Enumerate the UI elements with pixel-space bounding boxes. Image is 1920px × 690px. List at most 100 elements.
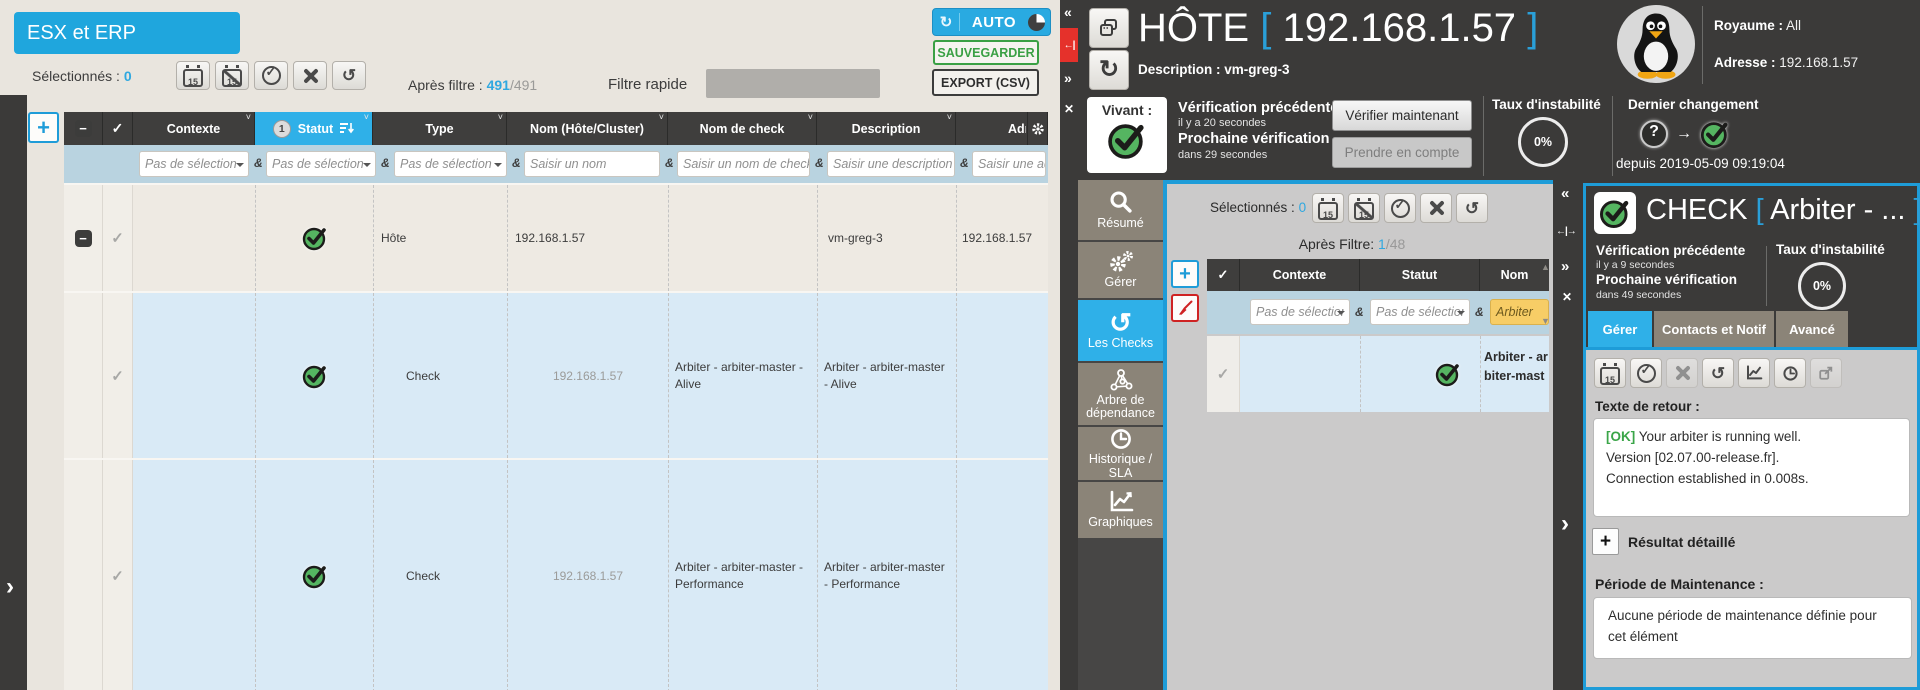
expand-plus-button[interactable]: + <box>1592 528 1619 555</box>
acknowledge-icon-button[interactable] <box>1384 193 1416 223</box>
chevron-down-icon[interactable]: ˅ <box>658 112 664 122</box>
collapse-panel-icon[interactable]: « <box>1561 185 1570 202</box>
copy-host-button[interactable] <box>1089 8 1129 48</box>
header-type[interactable]: Type ˅ <box>373 112 507 145</box>
expand-left-panel-chevron[interactable]: › <box>6 573 14 600</box>
expand-check-panel-chevron[interactable]: › <box>1561 510 1569 537</box>
bracket: [ <box>1755 194 1764 226</box>
downtime-icon-button[interactable] <box>176 61 210 90</box>
reset-icon-button[interactable]: ↺ <box>1702 358 1734 388</box>
selected-counter: Sélectionnés : 0 <box>32 68 132 84</box>
export-csv-button[interactable]: EXPORT (CSV) <box>932 69 1039 96</box>
collapse-row-icon[interactable]: − <box>74 229 92 247</box>
row-check-icon[interactable]: ✓ <box>1216 366 1230 383</box>
scroll-down-indicator[interactable]: ▼ <box>1541 316 1550 326</box>
checks-filter-statut-select[interactable]: Pas de sélection <box>1370 299 1470 325</box>
close-panel-icon[interactable]: ✕ <box>1064 102 1075 116</box>
row-check-icon[interactable]: ✓ <box>111 367 124 385</box>
tab-contacts-et-notif[interactable]: Contacts et Notif <box>1654 311 1774 347</box>
external-link-icon-button[interactable] <box>1810 358 1842 388</box>
sidebar-item-graphiques[interactable]: Graphiques <box>1078 482 1163 538</box>
quick-filter-input[interactable] <box>706 69 880 98</box>
checks-table-row[interactable]: ✓ Arbiter - arbiter-master - Alive <box>1207 336 1549 412</box>
refresh-host-button[interactable]: ↻ <box>1089 50 1129 90</box>
clear-filter-button[interactable] <box>1171 294 1199 322</box>
divider <box>1766 246 1767 306</box>
tab-gerer[interactable]: Gérer <box>1588 311 1652 347</box>
check-name: Arbiter - arbiter-master - Alive <box>1484 350 1548 383</box>
header-adresse[interactable]: Adresse <box>956 112 1028 145</box>
row-check-icon[interactable]: ✓ <box>111 230 124 247</box>
header-contexte[interactable]: Contexte ˅ <box>133 112 255 145</box>
history-icon-button[interactable] <box>1774 358 1806 388</box>
filter-nom-check-input[interactable]: Saisir un nom de check <box>677 151 810 177</box>
chevron-down-icon[interactable]: ˅ <box>946 112 952 122</box>
and-separator: & <box>815 156 824 170</box>
tab-avance[interactable]: Avancé <box>1776 311 1848 347</box>
expand-panel-icon[interactable]: » <box>1561 258 1570 275</box>
chevron-down-icon[interactable]: ˅ <box>807 112 813 122</box>
filter-description-input[interactable]: Saisir une description <box>827 151 955 177</box>
header-description[interactable]: Description ˅ <box>817 112 956 145</box>
close-panel-icon[interactable]: ✕ <box>1562 290 1573 304</box>
checks-header-statut[interactable]: Statut <box>1360 259 1480 291</box>
filter-adresse-input[interactable]: Saisir une adresse <box>972 151 1046 177</box>
expand-panel-icon[interactable]: » <box>1064 70 1072 86</box>
header-select-all[interactable]: ✓ <box>103 112 133 145</box>
reset-icon-button[interactable]: ↺ <box>332 61 366 90</box>
tools-icon-button[interactable] <box>293 61 327 90</box>
auto-refresh-button[interactable]: ↻ AUTO <box>932 8 1051 36</box>
table-settings-cell[interactable] <box>1028 112 1048 145</box>
cancel-downtime-icon-button[interactable] <box>1348 193 1380 223</box>
chevron-down-icon[interactable]: ˅ <box>363 112 369 122</box>
tools-icon-button[interactable] <box>1420 193 1452 223</box>
filter-nom-input[interactable]: Saisir un nom <box>524 151 660 177</box>
scroll-up-indicator[interactable]: ▲ <box>1541 262 1550 272</box>
header-nom-de-check[interactable]: Nom de check ˅ <box>668 112 817 145</box>
sidebar-item-historique-sla[interactable]: Historique / SLA <box>1078 427 1163 480</box>
checks-filter-contexte-select[interactable]: Pas de sélection <box>1250 299 1350 325</box>
chevron-down-icon[interactable]: ˅ <box>245 112 251 122</box>
reset-icon-button[interactable]: ↺ <box>1456 193 1488 223</box>
save-button[interactable]: SAUVEGARDER <box>933 40 1039 65</box>
sort-icon[interactable] <box>340 122 355 135</box>
tools-icon-button[interactable] <box>1666 358 1698 388</box>
checks-header-nom[interactable]: Nom <box>1480 259 1549 291</box>
downtime-icon-button[interactable] <box>1594 358 1626 388</box>
checks-filter-nom-input[interactable]: Arbiter <box>1490 299 1549 325</box>
table-row[interactable]: − ✓ Hôte 192.168.1.57 vm-greg-3 192.168.… <box>64 183 1048 291</box>
table-row[interactable]: ✓ Check 192.168.1.57 Arbiter - arbiter-m… <box>64 458 1048 690</box>
filter-type-select[interactable]: Pas de sélection <box>394 151 507 177</box>
detailed-result-toggle[interactable]: + Résultat détaillé <box>1592 528 1735 555</box>
check-schedule: Vérification précédente il y a 9 seconde… <box>1596 243 1746 301</box>
filter-contexte-select[interactable]: Pas de sélection <box>139 151 249 177</box>
sidebar-item-resume[interactable]: Résumé <box>1078 180 1163 240</box>
view-title-chip[interactable]: ESX et ERP <box>14 12 240 54</box>
table-row[interactable]: ✓ Check 192.168.1.57 Arbiter - arbiter-m… <box>64 291 1048 458</box>
dock-panel-button[interactable]: ←| <box>1060 28 1078 62</box>
add-filter-button[interactable]: + <box>1171 260 1199 288</box>
check-now-button[interactable]: Vérifier maintenant <box>1332 100 1472 131</box>
graph-icon-button[interactable] <box>1738 358 1770 388</box>
header-collapse-all[interactable]: − <box>64 112 103 145</box>
row-check-icon[interactable]: ✓ <box>111 568 124 585</box>
collapse-panel-icon[interactable]: « <box>1064 4 1072 20</box>
sidebar-item-les-checks[interactable]: ↺ Les Checks <box>1078 300 1163 361</box>
chevron-down-icon[interactable]: ˅ <box>497 112 503 122</box>
sidebar-item-arbre-de-dependance[interactable]: Arbre de dépendance <box>1078 363 1163 425</box>
acknowledge-icon-button[interactable] <box>254 61 288 90</box>
header-statut[interactable]: 1 Statut ˅ <box>255 112 373 145</box>
acknowledge-button[interactable]: Prendre en compte <box>1332 137 1472 168</box>
dock-left-icon: ←| <box>1063 39 1076 51</box>
checks-header-select[interactable]: ✓ <box>1207 259 1240 291</box>
filter-statut-select[interactable]: Pas de sélection <box>266 151 376 177</box>
sidebar-item-gerer[interactable]: Gérer <box>1078 242 1163 298</box>
checks-header-contexte[interactable]: Contexte <box>1240 259 1360 291</box>
resize-panel-icon[interactable]: ←|→ <box>1556 226 1577 237</box>
cancel-downtime-icon-button[interactable] <box>215 61 249 90</box>
add-column-button[interactable]: + <box>28 112 59 143</box>
downtime-icon-button[interactable] <box>1312 193 1344 223</box>
acknowledge-icon-button[interactable] <box>1630 358 1662 388</box>
header-nom[interactable]: Nom (Hôte/Cluster) ˅ <box>507 112 668 145</box>
status-ok-icon <box>302 365 326 388</box>
